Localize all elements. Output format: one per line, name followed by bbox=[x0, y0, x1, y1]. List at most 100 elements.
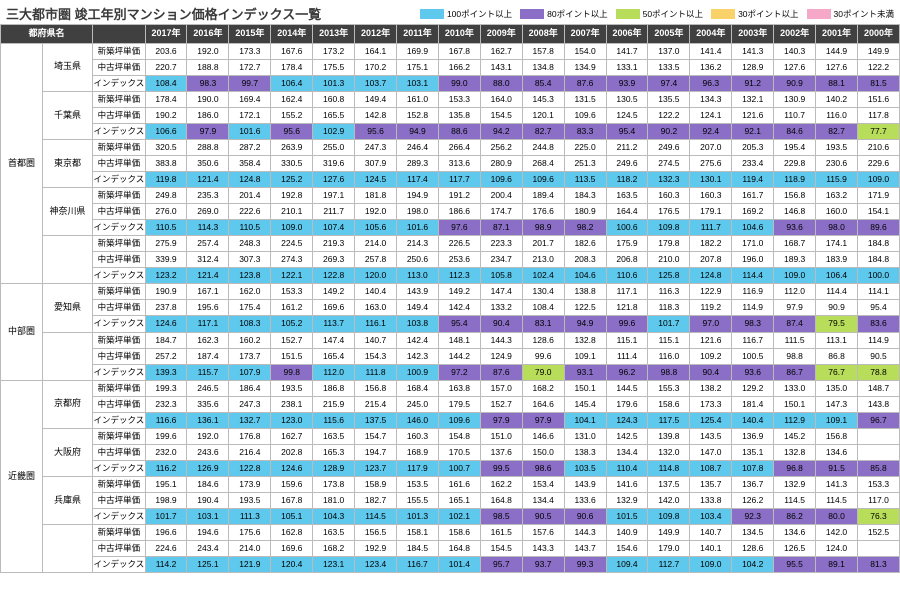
value-cell: 164.1 bbox=[355, 43, 397, 59]
index-cell: 103.5 bbox=[564, 460, 606, 476]
index-cell: 114.2 bbox=[145, 557, 187, 573]
legend-item: 80ポイント以上 bbox=[520, 8, 607, 20]
value-cell: 126.2 bbox=[732, 493, 774, 509]
metric-cell: 新築坪単価 bbox=[93, 284, 145, 300]
value-cell: 149.2 bbox=[313, 284, 355, 300]
value-cell: 143.1 bbox=[480, 59, 522, 75]
index-cell: 109.0 bbox=[271, 220, 313, 236]
index-cell: 112.7 bbox=[648, 557, 690, 573]
value-cell: 132.9 bbox=[774, 476, 816, 492]
index-cell: 96.2 bbox=[606, 364, 648, 380]
value-cell: 109.2 bbox=[690, 348, 732, 364]
table-row: 新築坪単価275.9257.4248.3224.5219.3214.0214.3… bbox=[1, 236, 900, 252]
legend-item: 30ポイント未満 bbox=[807, 8, 894, 20]
value-cell: 287.2 bbox=[229, 139, 271, 155]
index-cell: 107.9 bbox=[229, 364, 271, 380]
value-cell: 184.3 bbox=[564, 188, 606, 204]
value-cell: 138.2 bbox=[690, 380, 732, 396]
index-cell: 109.6 bbox=[438, 412, 480, 428]
value-cell: 154.5 bbox=[480, 541, 522, 557]
table-row: 中部圏愛知県新築坪単価190.9167.1162.0153.3149.2140.… bbox=[1, 284, 900, 300]
legend-label: 30ポイント以上 bbox=[738, 8, 798, 20]
index-cell: 91.5 bbox=[816, 460, 858, 476]
value-cell: 144.3 bbox=[480, 332, 522, 348]
value-cell: 143.3 bbox=[522, 541, 564, 557]
value-cell: 160.3 bbox=[690, 188, 732, 204]
index-cell: 114.8 bbox=[648, 460, 690, 476]
value-cell: 134.4 bbox=[606, 444, 648, 460]
value-cell: 257.4 bbox=[187, 236, 229, 252]
index-cell: 116.2 bbox=[145, 460, 187, 476]
table-row: 中古坪単価198.9190.4193.5167.8181.0182.7155.5… bbox=[1, 493, 900, 509]
value-cell: 162.8 bbox=[271, 525, 313, 541]
value-cell: 163.2 bbox=[816, 188, 858, 204]
index-cell: 83.3 bbox=[564, 123, 606, 139]
value-cell: 198.9 bbox=[145, 493, 187, 509]
table-row: 新築坪単価184.7162.3160.2152.7147.4140.7142.4… bbox=[1, 332, 900, 348]
value-cell: 148.1 bbox=[438, 332, 480, 348]
index-cell: 78.8 bbox=[857, 364, 899, 380]
index-cell: 117.5 bbox=[648, 412, 690, 428]
index-cell: 98.0 bbox=[816, 220, 858, 236]
value-cell: 169.4 bbox=[229, 91, 271, 107]
value-cell: 128.6 bbox=[522, 332, 564, 348]
table-row: 首都圏埼玉県新築坪単価203.6192.0173.3167.6173.2164.… bbox=[1, 43, 900, 59]
index-cell: 122.8 bbox=[229, 460, 271, 476]
index-cell: 93.7 bbox=[522, 557, 564, 573]
index-cell: 100.7 bbox=[438, 460, 480, 476]
index-cell: 88.0 bbox=[480, 75, 522, 91]
value-cell: 151.6 bbox=[857, 91, 899, 107]
value-cell: 175.5 bbox=[313, 59, 355, 75]
value-cell: 179.1 bbox=[690, 204, 732, 220]
index-cell: 110.6 bbox=[606, 268, 648, 284]
value-cell: 124.9 bbox=[480, 348, 522, 364]
legend-swatch bbox=[711, 9, 735, 19]
value-cell: 130.5 bbox=[606, 91, 648, 107]
table-row: インデックス114.2125.1121.9120.4123.1123.4116.… bbox=[1, 557, 900, 573]
index-cell: 109.8 bbox=[648, 509, 690, 525]
value-cell: 140.1 bbox=[690, 541, 732, 557]
value-cell: 263.9 bbox=[271, 139, 313, 155]
value-cell: 163.5 bbox=[606, 188, 648, 204]
value-cell: 117.1 bbox=[606, 284, 648, 300]
value-cell: 179.6 bbox=[606, 396, 648, 412]
index-cell: 99.3 bbox=[564, 557, 606, 573]
value-cell bbox=[857, 541, 899, 557]
metric-cell: インデックス bbox=[93, 123, 145, 139]
group-cell: 中部圏 bbox=[1, 284, 43, 380]
index-cell: 85.4 bbox=[522, 75, 564, 91]
table-row: 中古坪単価383.8350.6358.4330.5319.6307.9289.3… bbox=[1, 156, 900, 172]
value-cell: 268.4 bbox=[522, 156, 564, 172]
value-cell: 122.2 bbox=[857, 59, 899, 75]
value-cell: 158.6 bbox=[438, 525, 480, 541]
value-cell: 143.9 bbox=[564, 476, 606, 492]
value-cell: 147.3 bbox=[816, 396, 858, 412]
value-cell: 140.7 bbox=[355, 332, 397, 348]
value-cell: 255.0 bbox=[313, 139, 355, 155]
value-cell: 238.1 bbox=[271, 396, 313, 412]
value-cell: 161.0 bbox=[397, 91, 439, 107]
index-cell: 110.5 bbox=[145, 220, 187, 236]
value-cell: 140.7 bbox=[690, 525, 732, 541]
value-cell: 319.6 bbox=[313, 156, 355, 172]
value-cell: 130.4 bbox=[522, 284, 564, 300]
value-cell: 135.1 bbox=[732, 444, 774, 460]
value-cell: 224.5 bbox=[271, 236, 313, 252]
value-cell: 154.3 bbox=[355, 348, 397, 364]
value-cell: 164.6 bbox=[522, 396, 564, 412]
index-cell: 109.4 bbox=[606, 557, 648, 573]
value-cell: 153.3 bbox=[438, 91, 480, 107]
value-cell: 141.3 bbox=[816, 476, 858, 492]
value-cell: 124.0 bbox=[816, 541, 858, 557]
value-cell: 128.6 bbox=[732, 541, 774, 557]
index-cell: 103.4 bbox=[690, 509, 732, 525]
value-cell: 198.0 bbox=[397, 204, 439, 220]
value-cell: 170.2 bbox=[355, 59, 397, 75]
value-cell: 155.3 bbox=[648, 380, 690, 396]
value-cell: 95.4 bbox=[857, 300, 899, 316]
column-header bbox=[93, 25, 145, 44]
value-cell: 114.5 bbox=[816, 493, 858, 509]
value-cell: 216.4 bbox=[229, 444, 271, 460]
value-cell: 178.4 bbox=[145, 91, 187, 107]
value-cell: 168.9 bbox=[397, 444, 439, 460]
